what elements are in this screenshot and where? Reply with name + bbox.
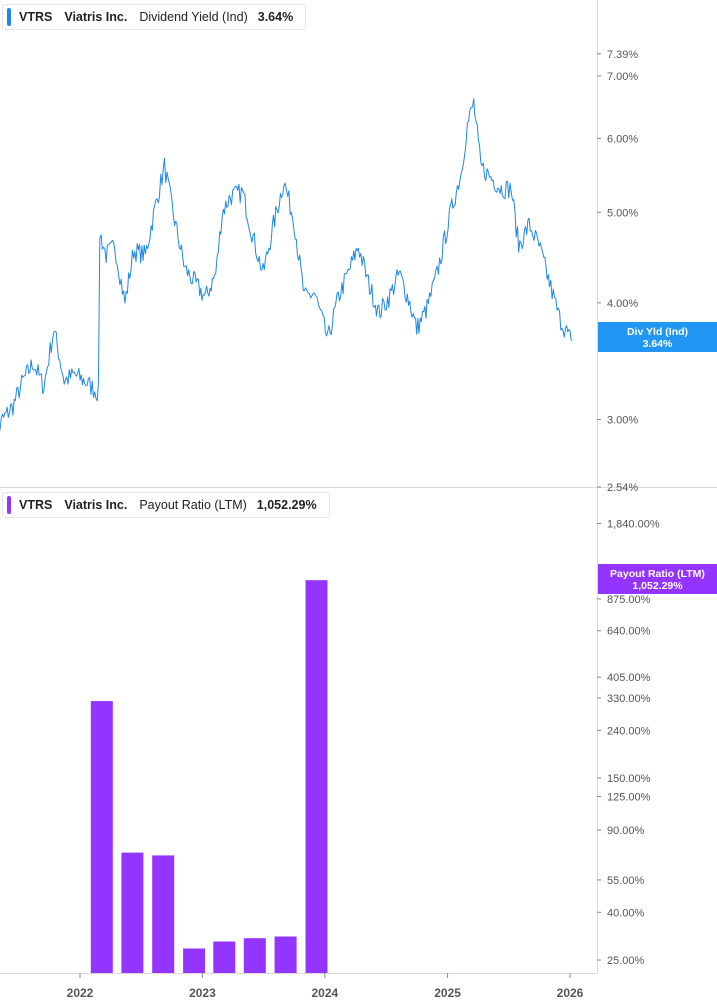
y-tick-label: 2.54% <box>607 482 638 494</box>
legend-symbol: VTRS <box>19 10 53 24</box>
y-tick-label: 875.00% <box>607 594 651 606</box>
y-tick-label: 6.00% <box>607 133 638 145</box>
y-tick-label: 405.00% <box>607 672 651 684</box>
y-tick-label: 3.00% <box>607 414 638 426</box>
x-tick-label: 2022 <box>67 986 94 1000</box>
y-tick-label: 55.00% <box>607 875 645 887</box>
legend-value: 3.64% <box>257 10 294 24</box>
legend-swatch-purple <box>7 496 11 514</box>
payout-ratio-bar <box>183 948 206 973</box>
x-tick-label: 2024 <box>311 986 338 1000</box>
last-value-flag-dividend-yield: Div Yld (Ind) 3.64% <box>598 322 717 352</box>
dividend-yield-panel <box>0 98 572 431</box>
y-tick-label: 330.00% <box>607 693 651 705</box>
legend-metric: Payout Ratio (LTM) <box>139 498 247 512</box>
legend-swatch-blue <box>7 8 11 26</box>
y-tick-label: 1,840.00% <box>607 518 660 530</box>
legend-value: 1,052.29% <box>256 498 317 512</box>
y-tick-label: 150.00% <box>607 773 651 785</box>
dividend-yield-line <box>0 98 572 431</box>
y-tick-label: 640.00% <box>607 626 651 638</box>
flag-label: Payout Ratio (LTM) <box>610 568 705 580</box>
flag-value: 1,052.29% <box>632 580 683 592</box>
flag-label: Div Yld (Ind) <box>626 326 689 338</box>
payout-ratio-panel <box>90 580 328 973</box>
payout-ratio-bar <box>274 936 297 973</box>
flag-value: 3.64% <box>642 338 673 350</box>
x-tick-label: 2026 <box>557 986 584 1000</box>
legend-metric: Dividend Yield (Ind) <box>139 10 248 24</box>
y-tick-label: 125.00% <box>607 792 651 804</box>
payout-ratio-bar <box>243 938 266 973</box>
legend-dividend-yield: VTRS Viatris Inc. Dividend Yield (Ind) 3… <box>2 4 307 30</box>
legend-company: Viatris Inc. <box>64 498 128 512</box>
payout-ratio-bar <box>152 855 175 973</box>
y-tick-label: 90.00% <box>607 825 645 837</box>
y-tick-label: 40.00% <box>607 907 645 919</box>
y-tick-label: 5.00% <box>607 207 638 219</box>
last-value-flag-payout-ratio: Payout Ratio (LTM) 1,052.29% <box>598 564 717 594</box>
legend-company: Viatris Inc. <box>64 10 128 24</box>
payout-ratio-bar <box>121 852 144 973</box>
y-tick-label: 240.00% <box>607 725 651 737</box>
payout-ratio-bar <box>90 701 113 973</box>
x-tick-label: 2023 <box>189 986 216 1000</box>
y-tick-label: 7.00% <box>607 71 638 83</box>
payout-ratio-bar <box>305 580 328 973</box>
x-tick-label: 2025 <box>434 986 461 1000</box>
y-tick-label: 7.39% <box>607 49 638 61</box>
payout-ratio-bar <box>213 941 236 973</box>
legend-payout-ratio: VTRS Viatris Inc. Payout Ratio (LTM) 1,0… <box>2 492 330 518</box>
y-tick-label: 4.00% <box>607 298 638 310</box>
y-tick-label: 25.00% <box>607 955 645 967</box>
legend-symbol: VTRS <box>19 498 53 512</box>
